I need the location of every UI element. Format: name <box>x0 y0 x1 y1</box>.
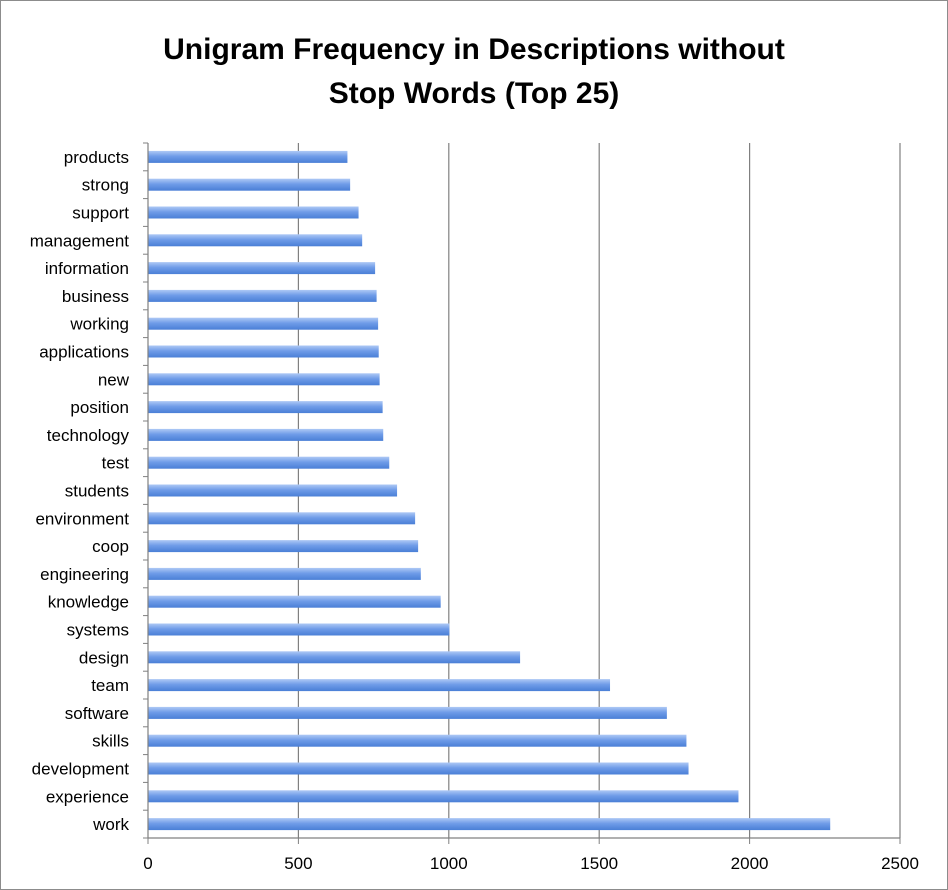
bar-working <box>148 317 379 330</box>
bar-systems <box>148 623 450 636</box>
y-tick-label-design: design <box>79 648 129 667</box>
bar-software <box>148 706 667 719</box>
y-tick-label-work: work <box>92 815 129 834</box>
y-tick-label-knowledge: knowledge <box>48 593 129 612</box>
x-tick-label-2500: 2500 <box>881 854 919 873</box>
bar-new <box>148 373 380 386</box>
y-tick-label-skills: skills <box>92 732 129 751</box>
y-tick-label-position: position <box>70 398 129 417</box>
bar-support <box>148 206 359 219</box>
bar-environment <box>148 512 416 525</box>
bar-applications <box>148 345 379 358</box>
y-tick-label-working: working <box>69 315 129 334</box>
bar-coop <box>148 540 419 553</box>
x-tick-label-1500: 1500 <box>580 854 618 873</box>
axes <box>143 142 901 844</box>
bar-management <box>148 234 363 247</box>
y-tick-label-management: management <box>30 231 130 250</box>
bar-products <box>148 150 348 163</box>
y-tick-label-experience: experience <box>46 787 129 806</box>
y-tick-label-products: products <box>64 148 129 167</box>
x-tick-label-2000: 2000 <box>731 854 769 873</box>
tick-labels: products strong support management informati… <box>30 148 919 873</box>
bar-strong <box>148 178 351 191</box>
bar-development <box>148 762 689 775</box>
x-tick-label-0: 0 <box>143 854 152 873</box>
chart-title: Unigram Frequency in Descriptions withou… <box>0 28 948 116</box>
y-tick-label-information: information <box>45 259 129 278</box>
bar-team <box>148 679 611 692</box>
bar-students <box>148 484 398 497</box>
y-tick-label-applications: applications <box>39 343 129 362</box>
y-tick-label-environment: environment <box>35 509 129 528</box>
y-tick-label-technology: technology <box>47 426 130 445</box>
bar-test <box>148 456 390 469</box>
x-tick-label-1000: 1000 <box>430 854 468 873</box>
chart-title-line-2: Stop Words (Top 25) <box>328 77 620 110</box>
bar-position <box>148 401 383 414</box>
bar-design <box>148 651 521 664</box>
y-tick-label-business: business <box>62 287 129 306</box>
y-tick-label-team: team <box>91 676 129 695</box>
y-tick-label-systems: systems <box>67 621 129 640</box>
bar-engineering <box>148 567 421 580</box>
bar-experience <box>148 790 739 803</box>
y-tick-label-students: students <box>65 482 129 501</box>
y-tick-label-software: software <box>65 704 129 723</box>
bar-skills <box>148 734 687 747</box>
y-tick-label-development: development <box>32 760 130 779</box>
y-tick-label-strong: strong <box>82 176 129 195</box>
bars <box>148 150 831 831</box>
bar-work <box>148 818 831 831</box>
y-tick-label-coop: coop <box>92 537 129 556</box>
bar-knowledge <box>148 595 441 608</box>
bar-information <box>148 262 376 275</box>
x-tick-label-500: 500 <box>284 854 312 873</box>
bar-technology <box>148 428 384 441</box>
y-tick-label-support: support <box>72 204 129 223</box>
grid-lines <box>297 143 901 838</box>
y-tick-label-new: new <box>98 370 130 389</box>
y-tick-label-engineering: engineering <box>40 565 129 584</box>
chart-title-line-1: Unigram Frequency in Descriptions withou… <box>163 33 785 66</box>
y-tick-label-test: test <box>102 454 130 473</box>
bar-business <box>148 289 377 302</box>
